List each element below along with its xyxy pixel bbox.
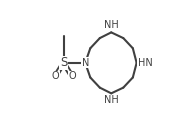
Text: N: N	[82, 58, 89, 68]
Text: NH: NH	[104, 95, 119, 105]
Text: NH: NH	[104, 20, 119, 30]
Text: HN: HN	[137, 58, 152, 68]
Text: O: O	[68, 71, 76, 81]
Text: S: S	[60, 56, 67, 69]
Text: O: O	[51, 71, 59, 81]
